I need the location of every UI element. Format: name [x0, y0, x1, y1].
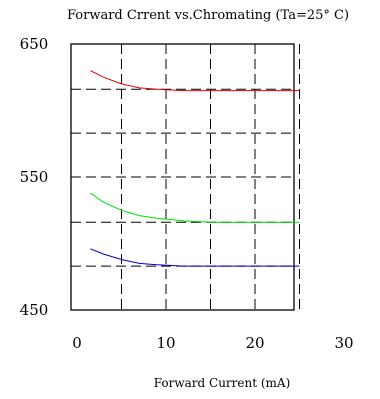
- series-line-2: [90, 192, 300, 223]
- x-tick-label: 20: [245, 334, 264, 352]
- series-line-1: [90, 70, 300, 92]
- y-tick-label: 650: [20, 35, 49, 53]
- x-tick-label: 30: [334, 334, 353, 352]
- x-tick-label: 10: [156, 334, 175, 352]
- series-layer: [90, 70, 300, 267]
- grid-lines: [71, 44, 300, 310]
- series-line-3: [90, 248, 300, 267]
- chart-title: Forward Crrent vs.Chromating (Ta=25° C): [67, 8, 349, 23]
- x-tick-label: 0: [72, 334, 82, 352]
- y-axis-ticks: 450 550 650: [20, 35, 49, 319]
- x-axis-ticks: 0 10 20 30: [72, 334, 353, 352]
- y-tick-label: 450: [20, 301, 49, 319]
- plot-frame: [70, 43, 295, 311]
- x-axis-label: Forward Current (mA): [154, 376, 291, 390]
- y-tick-label: 550: [20, 168, 49, 186]
